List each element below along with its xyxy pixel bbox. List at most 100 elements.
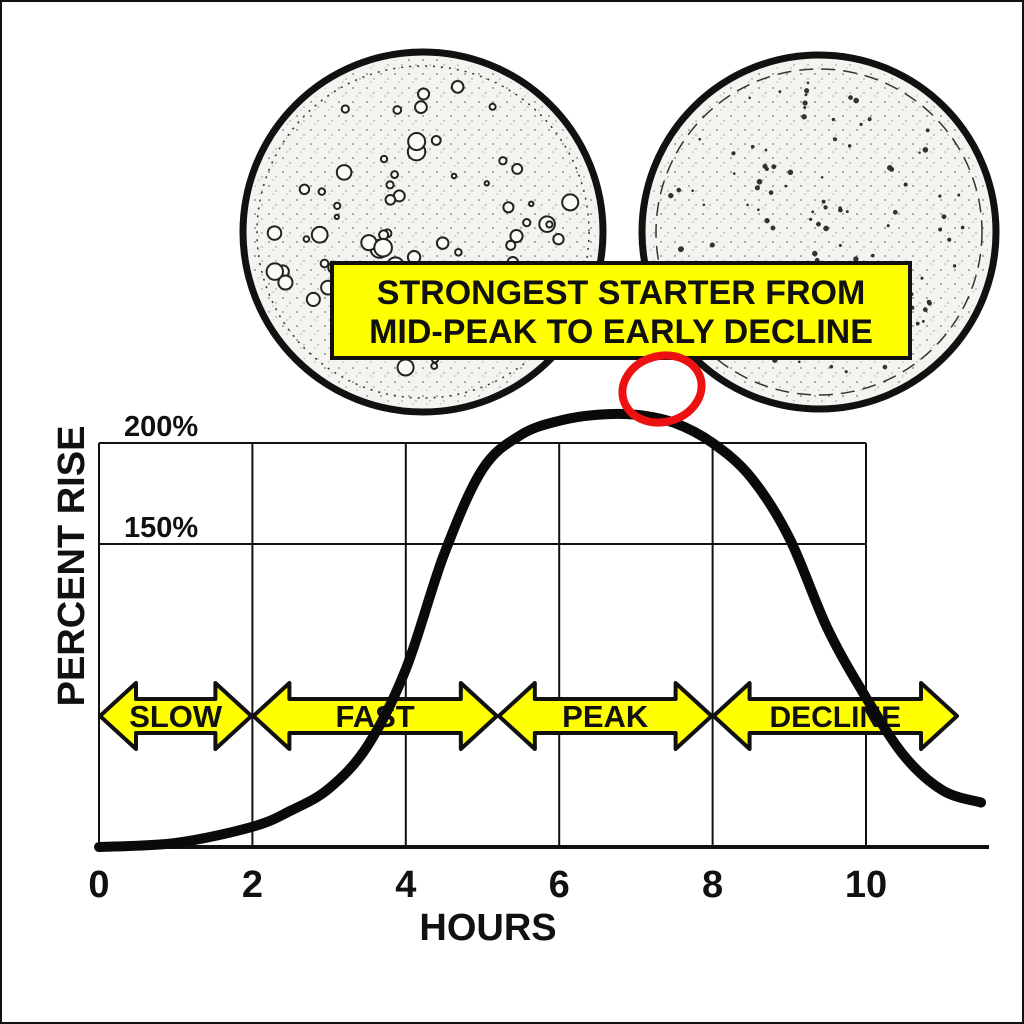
bubble [298,183,311,196]
bubble [938,194,942,198]
x-tick-label: 10 [845,864,887,906]
bubble [821,199,826,204]
annotation-line-1: STRONGEST STARTER FROM [377,274,866,312]
bubble [340,104,350,114]
bubble [957,193,961,197]
bubble [832,137,838,142]
bubble [952,264,957,268]
bubble [804,93,808,97]
bubble [859,122,863,127]
phase-arrows: SLOW FAST PEAK DECLINE [98,681,960,751]
phase-slow: SLOW [98,681,254,751]
bubble [277,274,294,291]
bubble [552,233,565,246]
annotation-line-2: MID-PEAK TO EARLY DECLINE [369,313,873,351]
bubble [764,218,770,224]
y-tick-label: 150% [124,512,198,544]
phase-label: SLOW [129,699,223,734]
bubble [915,321,920,326]
bubble [867,117,872,122]
bubble [414,100,428,115]
bubble [335,164,353,181]
x-tick-labels: 0 2 4 6 8 10 [88,864,887,906]
bubble [941,214,947,220]
bubble [754,185,760,191]
bubble [333,201,342,210]
plot-background [99,443,866,847]
bubble [926,299,932,305]
bubble [804,88,810,94]
bubble [806,81,810,85]
bubble [903,182,908,187]
bubble [385,180,395,190]
bubble [379,154,389,164]
bubble [838,207,843,213]
bubble [797,360,801,364]
bubble [561,193,580,212]
bubble [918,151,921,154]
bubble [844,370,848,374]
bubble [938,227,943,232]
y-tick-labels: 150% 200% [124,411,198,544]
bubble [698,137,702,141]
bubble [522,217,532,228]
bubble [392,105,403,115]
bubble [847,144,852,148]
bubble [746,203,749,207]
bubble [511,162,524,175]
bubble [853,256,859,262]
bubble [505,239,517,251]
bubble [488,102,497,111]
bubble [801,114,807,120]
bubble [802,100,808,106]
bubble [417,87,431,101]
bubble [732,172,736,175]
x-tick-label: 8 [702,864,723,906]
bubble [845,210,849,214]
bubble [764,148,768,152]
bubble [838,243,842,248]
bubble [265,262,284,281]
bubble [823,205,828,210]
bubble [853,97,859,104]
x-tick-label: 2 [242,864,263,906]
x-tick-label: 6 [549,864,570,906]
bubble [750,144,755,149]
bubble [266,225,283,241]
bubble [498,156,508,166]
bubble [922,307,928,312]
bubble [691,189,694,193]
phase-label: PEAK [562,699,649,734]
bubble [960,225,965,230]
bubble [450,80,465,94]
bubble [882,364,888,370]
bubble [829,364,834,369]
bubble [319,258,330,269]
bubble [809,217,813,222]
bubble [823,225,829,232]
bubble [920,276,924,280]
y-axis-label: PERCENT RISE [51,426,93,707]
bubble [811,210,815,214]
bubble [812,250,818,257]
bubble [886,224,890,228]
bubble [925,128,930,133]
bubble [848,95,853,100]
bubble [384,193,397,206]
bubble [748,96,751,100]
bubble [396,358,415,377]
bubble [787,169,794,176]
bubble [373,237,393,258]
bubble [947,237,952,242]
annotation-callout: STRONGEST STARTER FROM MID-PEAK TO EARLY… [330,261,912,360]
bubble [709,242,715,248]
bubble [871,253,875,258]
phase-peak: PEAK [496,681,714,751]
bubble [302,235,311,243]
bubble [305,291,321,307]
bubble [435,236,450,250]
bubble [676,187,682,193]
bubble [757,208,760,212]
bubble [702,203,706,207]
